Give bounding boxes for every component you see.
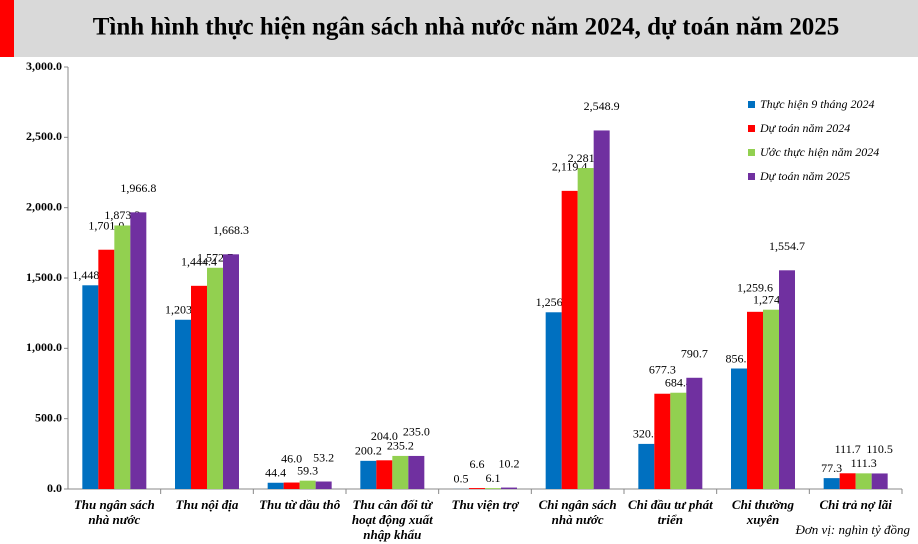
bar bbox=[654, 393, 671, 489]
data-label: 1,444.4 bbox=[181, 255, 217, 269]
x-tick-label: Chi ngân sách nhà nước bbox=[538, 497, 617, 527]
legend-swatch bbox=[748, 149, 755, 156]
bar bbox=[855, 473, 872, 489]
data-label: 44.4 bbox=[265, 466, 286, 480]
data-label: 6.1 bbox=[486, 471, 501, 485]
bar bbox=[315, 481, 332, 489]
legend-swatch bbox=[748, 173, 755, 180]
bar bbox=[82, 285, 99, 489]
bar bbox=[593, 130, 610, 490]
y-tick-label: 2,500.0 bbox=[26, 129, 62, 143]
legend-swatch bbox=[748, 101, 755, 108]
x-tick-label: Thu viện trợ bbox=[451, 497, 519, 512]
data-label: 59.3 bbox=[297, 463, 318, 477]
data-label: 677.3 bbox=[649, 362, 676, 376]
y-tick-label: 0.0 bbox=[47, 481, 62, 495]
bar bbox=[469, 488, 485, 489]
bar bbox=[267, 482, 284, 489]
bar bbox=[839, 473, 856, 489]
data-label: 10.2 bbox=[499, 456, 520, 470]
data-label: 235.2 bbox=[387, 439, 414, 453]
x-tick-label: Thu cân đối từ hoạt động xuất nhập khẩu bbox=[351, 497, 433, 542]
data-label: 77.3 bbox=[821, 461, 842, 475]
bar bbox=[779, 270, 795, 489]
bar bbox=[670, 392, 687, 489]
legend-label: Thực hiện 9 tháng 2024 bbox=[760, 97, 875, 111]
y-tick-label: 1,000.0 bbox=[26, 340, 62, 354]
data-label: 111.7 bbox=[835, 442, 861, 456]
data-label: 1,554.7 bbox=[769, 239, 805, 253]
data-label: 790.7 bbox=[681, 347, 708, 361]
legend-label: Ước thực hiện năm 2024 bbox=[760, 145, 879, 159]
y-tick-label: 2,000.0 bbox=[26, 199, 62, 213]
bar bbox=[871, 473, 888, 489]
y-tick-label: 3,000.0 bbox=[26, 59, 62, 73]
data-label: 200.2 bbox=[355, 444, 382, 458]
x-tick-label: Chi thường xuyên bbox=[731, 497, 795, 527]
data-label: 1,259.6 bbox=[737, 281, 773, 295]
data-label: 684.4 bbox=[665, 375, 692, 389]
data-label: 1,966.8 bbox=[120, 181, 156, 195]
bar bbox=[223, 254, 239, 489]
bar bbox=[408, 455, 425, 489]
bar bbox=[299, 480, 316, 489]
bar bbox=[545, 312, 562, 489]
bar bbox=[130, 212, 147, 490]
data-label: 235.0 bbox=[403, 425, 430, 439]
bar bbox=[392, 455, 409, 489]
bar bbox=[731, 368, 747, 489]
legend-swatch bbox=[748, 125, 755, 132]
bar bbox=[638, 443, 655, 489]
data-label: 1,668.3 bbox=[213, 223, 249, 237]
x-tick-label: Thu nội địa bbox=[175, 497, 239, 512]
legend-label: Dự toán năm 2025 bbox=[759, 169, 850, 183]
bar bbox=[686, 377, 703, 489]
data-label: 2,548.9 bbox=[584, 99, 620, 113]
bar bbox=[98, 249, 115, 489]
data-label: 46.0 bbox=[281, 451, 302, 465]
y-tick-label: 500.0 bbox=[35, 410, 62, 424]
data-label: 320.6 bbox=[633, 427, 660, 441]
chart-title: Tình hình thực hiện ngân sách nhà nước n… bbox=[93, 14, 840, 41]
title-accent bbox=[0, 0, 14, 57]
legend-label: Dự toán năm 2024 bbox=[759, 121, 850, 135]
unit-note: Đơn vị: nghìn tỷ đồng bbox=[794, 522, 910, 537]
bar bbox=[191, 285, 207, 489]
x-tick-label: Chi đầu tư phát triển bbox=[627, 497, 713, 527]
data-label: 204.0 bbox=[371, 429, 398, 443]
bar bbox=[207, 267, 223, 489]
bar bbox=[561, 190, 578, 489]
data-label: 110.5 bbox=[866, 442, 893, 456]
data-label: 0.5 bbox=[454, 472, 469, 486]
x-tick-label: Thu từ dầu thô bbox=[259, 497, 341, 512]
x-tick-label: Chi trả nợ lãi bbox=[819, 497, 892, 512]
data-label: 856.6 bbox=[726, 351, 753, 365]
bar bbox=[501, 487, 517, 489]
x-tick-label: Thu ngân sách nhà nước bbox=[73, 497, 155, 527]
bar bbox=[747, 311, 763, 489]
bar bbox=[485, 488, 501, 489]
bar bbox=[763, 309, 779, 489]
y-tick-label: 1,500.0 bbox=[26, 270, 62, 284]
data-label: 6.6 bbox=[470, 457, 485, 471]
bar bbox=[175, 319, 191, 489]
bar bbox=[823, 478, 840, 489]
bar bbox=[376, 460, 393, 489]
bar bbox=[114, 225, 131, 489]
bar bbox=[283, 482, 300, 489]
data-label: 111.3 bbox=[851, 456, 877, 470]
bar bbox=[360, 460, 377, 489]
bar bbox=[577, 168, 594, 489]
data-label: 53.2 bbox=[313, 450, 334, 464]
title-bar bbox=[0, 0, 918, 57]
